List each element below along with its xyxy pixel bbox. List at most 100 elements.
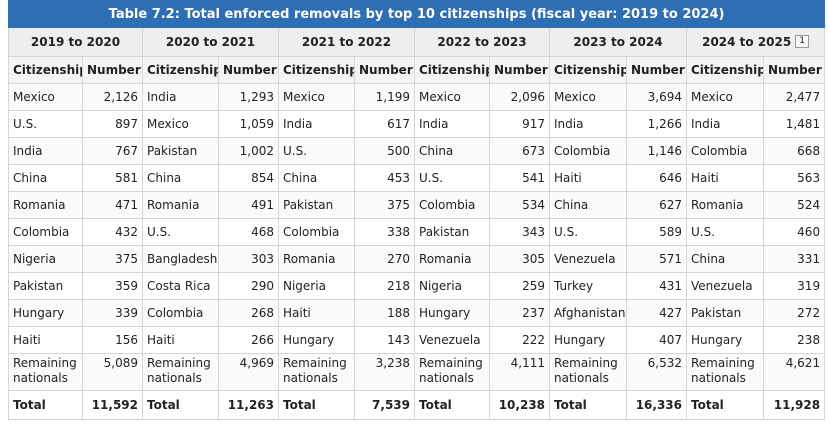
number-cell: 453 [354, 164, 415, 192]
number-cell: 7,539 [354, 390, 415, 420]
number-cell: 407 [626, 326, 687, 354]
citizenship-cell: Mexico [414, 83, 490, 111]
year-label: 2021 to 2022 [301, 35, 392, 49]
number-cell: 4,111 [489, 353, 550, 391]
year-header: 2024 to 2025 1 [685, 27, 826, 57]
number-cell: 646 [626, 164, 687, 192]
citizenship-cell: Mexico [8, 83, 83, 111]
number-cell: 500 [354, 137, 415, 165]
footnote-link[interactable]: 1 [795, 35, 809, 48]
total-row: Total 11,592 Total 11,263 Total 7,539 Total 10,… [8, 390, 826, 420]
number-cell: 534 [489, 191, 550, 219]
citizenship-cell: Venezuela [414, 326, 490, 354]
year-header: 2020 to 2021 [142, 27, 279, 57]
number-cell: 303 [218, 245, 279, 273]
column-header-number: Number [489, 56, 550, 84]
number-cell: 432 [82, 218, 143, 246]
citizenship-cell: Haiti [549, 164, 627, 192]
number-cell: 359 [82, 272, 143, 300]
citizenship-cell: Remaining nationals [8, 353, 83, 391]
citizenship-cell: U.S. [8, 110, 83, 138]
number-cell: 319 [762, 272, 826, 300]
year-label: 2022 to 2023 [437, 35, 527, 49]
number-cell: 290 [218, 272, 279, 300]
citizenship-cell: Romania [278, 245, 355, 273]
number-cell: 854 [218, 164, 279, 192]
year-label: 2024 to 2025 [702, 35, 792, 49]
citizenship-cell: India [686, 110, 764, 138]
citizenship-cell: China [142, 164, 219, 192]
table-row: China 581 China 854 China 453 U.S. 541 Haiti 646 H… [8, 164, 826, 192]
number-cell: 589 [626, 218, 687, 246]
table-row: U.S. 897 Mexico 1,059 India 617 India 917 India 1… [8, 110, 826, 138]
table-row: India 767 Pakistan 1,002 U.S. 500 China 673 Colo… [8, 137, 826, 165]
citizenship-cell: Haiti [686, 164, 764, 192]
citizenship-cell: Hungary [549, 326, 627, 354]
table-container: Table 7.2: Total enforced removals by to… [7, 0, 828, 420]
column-header-number: Number [218, 56, 279, 84]
column-header-number: Number [626, 56, 687, 84]
citizenship-cell: China [686, 245, 764, 273]
number-cell: 460 [762, 218, 826, 246]
citizenship-cell: Remaining nationals [142, 353, 219, 391]
citizenship-cell: Colombia [414, 191, 490, 219]
number-cell: 431 [626, 272, 687, 300]
number-cell: 156 [82, 326, 143, 354]
table-title: Table 7.2: Total enforced removals by to… [7, 0, 826, 28]
number-cell: 4,621 [762, 353, 826, 391]
number-cell: 563 [762, 164, 826, 192]
citizenship-cell: Total [278, 390, 355, 420]
number-cell: 471 [82, 191, 143, 219]
citizenship-cell: Bangladesh [142, 245, 219, 273]
citizenship-cell: China [549, 191, 627, 219]
citizenship-cell: India [8, 137, 83, 165]
citizenship-cell: U.S. [686, 218, 764, 246]
number-cell: 272 [762, 299, 826, 327]
year-header: 2019 to 2020 [8, 27, 143, 57]
number-cell: 767 [82, 137, 143, 165]
number-cell: 143 [354, 326, 415, 354]
citizenship-cell: Mexico [686, 83, 764, 111]
table-row: Pakistan 359 Costa Rica 290 Nigeria 218 Nigeri… [8, 272, 826, 300]
number-cell: 16,336 [626, 390, 687, 420]
citizenship-cell: Nigeria [414, 272, 490, 300]
year-header: 2022 to 2023 [414, 27, 550, 57]
number-cell: 571 [626, 245, 687, 273]
column-header-citizenship: Citizenship [278, 56, 355, 84]
number-cell: 339 [82, 299, 143, 327]
citizenship-cell: India [549, 110, 627, 138]
table-row: Romania 471 Romania 491 Pakistan 375 Colombia 5… [8, 191, 826, 219]
number-cell: 2,096 [489, 83, 550, 111]
column-header-citizenship: Citizenship [414, 56, 490, 84]
number-cell: 238 [762, 326, 826, 354]
citizenship-cell: Pakistan [278, 191, 355, 219]
number-cell: 5,089 [82, 353, 143, 391]
number-cell: 668 [762, 137, 826, 165]
citizenship-cell: U.S. [549, 218, 627, 246]
citizenship-cell: Colombia [8, 218, 83, 246]
number-cell: 673 [489, 137, 550, 165]
number-cell: 1,199 [354, 83, 415, 111]
number-cell: 218 [354, 272, 415, 300]
citizenship-cell: Mexico [278, 83, 355, 111]
citizenship-cell: Remaining nationals [414, 353, 490, 391]
number-cell: 375 [82, 245, 143, 273]
column-header-number: Number [354, 56, 415, 84]
citizenship-cell: Colombia [278, 218, 355, 246]
citizenship-cell: Hungary [8, 299, 83, 327]
column-header-number: Number [82, 56, 143, 84]
number-cell: 331 [762, 245, 826, 273]
number-cell: 3,238 [354, 353, 415, 391]
year-label: 2023 to 2024 [573, 35, 663, 49]
number-cell: 627 [626, 191, 687, 219]
citizenship-cell: Remaining nationals [549, 353, 627, 391]
citizenship-cell: China [8, 164, 83, 192]
citizenship-cell: India [278, 110, 355, 138]
citizenship-cell: Total [549, 390, 627, 420]
number-cell: 1,266 [626, 110, 687, 138]
citizenship-cell: India [414, 110, 490, 138]
number-cell: 2,477 [762, 83, 826, 111]
citizenship-cell: Haiti [278, 299, 355, 327]
number-cell: 1,481 [762, 110, 826, 138]
year-label: 2020 to 2021 [165, 35, 256, 49]
